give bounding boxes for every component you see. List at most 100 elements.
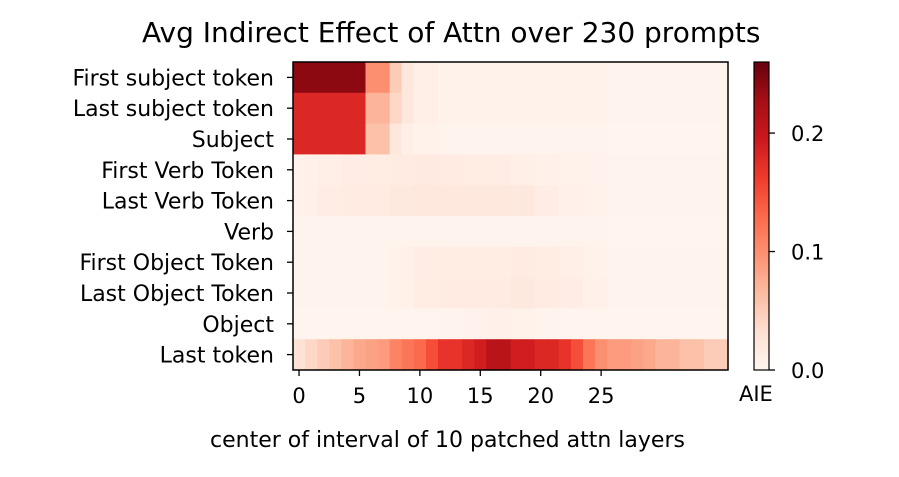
heatmap-cell	[305, 277, 318, 309]
heatmap-cell	[510, 277, 524, 309]
heatmap-cell	[329, 92, 342, 125]
heatmap-cell	[498, 185, 512, 217]
heatmap-cell	[462, 246, 475, 279]
heatmap-cell	[353, 308, 367, 340]
heatmap-cell	[389, 277, 403, 309]
heatmap-cell	[667, 277, 681, 309]
heatmap-cell	[486, 339, 500, 371]
heatmap-cell	[498, 277, 512, 309]
heatmap-cell	[703, 246, 717, 279]
heatmap-cell	[655, 62, 669, 94]
heatmap-cell	[534, 277, 548, 309]
x-axis-label: center of interval of 10 patched attn la…	[210, 428, 685, 453]
heatmap-cell	[317, 154, 330, 186]
heatmap-cell	[679, 216, 693, 248]
heatmap-cell	[377, 339, 391, 371]
heatmap-cell	[679, 339, 693, 371]
heatmap-cell	[534, 92, 548, 125]
y-tick-label: Last Object Token	[80, 282, 274, 307]
heatmap-cell	[474, 308, 487, 340]
heatmap-cell	[619, 277, 632, 309]
heatmap-cell	[655, 216, 669, 248]
heatmap-cell	[474, 123, 487, 155]
heatmap-cell	[631, 216, 645, 248]
heatmap-cell	[534, 154, 548, 186]
heatmap-cell	[365, 92, 379, 125]
heatmap-cell	[679, 246, 693, 279]
heatmap-cell	[607, 308, 620, 340]
heatmap-cell	[583, 92, 596, 125]
heatmap-cell	[631, 246, 645, 279]
heatmap-cell	[438, 246, 451, 279]
heatmap-cell	[522, 308, 536, 340]
heatmap-cell	[607, 216, 620, 248]
heatmap-cell	[486, 277, 500, 309]
heatmap-cell	[462, 154, 475, 186]
heatmap-cell	[583, 154, 596, 186]
heatmap-cell	[425, 339, 439, 371]
heatmap-cell	[353, 216, 367, 248]
heatmap-cell	[341, 185, 355, 217]
heatmap-cell	[534, 308, 548, 340]
heatmap-cell	[377, 277, 391, 309]
heatmap-cell	[305, 62, 318, 94]
heatmap-cell	[317, 62, 330, 94]
x-tick-label: 15	[467, 384, 494, 408]
heatmap-cell	[329, 277, 342, 309]
heatmap-cell	[425, 92, 439, 125]
heatmap-cell	[546, 123, 560, 155]
heatmap-cell	[691, 92, 705, 125]
heatmap-cell	[474, 246, 487, 279]
heatmap-cell	[353, 339, 367, 371]
x-tick-label: 0	[292, 384, 305, 408]
heatmap-cell	[401, 339, 415, 371]
heatmap-cell	[413, 308, 427, 340]
x-tick-label: 5	[353, 384, 366, 408]
heatmap-cell	[655, 308, 669, 340]
heatmap-cell	[474, 277, 487, 309]
heatmap-cell	[377, 216, 391, 248]
heatmap-cell	[595, 339, 608, 371]
heatmap-cell	[595, 246, 608, 279]
y-tick-label: Subject	[192, 128, 275, 153]
heatmap-cell	[389, 62, 403, 94]
heatmap-cell	[667, 216, 681, 248]
colorbar-tick-label: 0.1	[791, 241, 824, 265]
heatmap-cell	[715, 123, 729, 155]
y-tick-label: First subject token	[72, 66, 274, 91]
heatmap-cell	[607, 92, 620, 125]
heatmap-cell	[341, 246, 355, 279]
heatmap-cell	[655, 277, 669, 309]
heatmap-cell	[305, 308, 318, 340]
heatmap-cell	[691, 246, 705, 279]
heatmap-cell	[619, 185, 632, 217]
heatmap-cell	[293, 62, 306, 94]
colorbar-tick-label: 0.2	[791, 122, 824, 146]
heatmap-cell	[353, 154, 367, 186]
heatmap-cell	[425, 277, 439, 309]
heatmap-cell	[570, 154, 584, 186]
heatmap-cell	[655, 92, 669, 125]
heatmap-cell	[317, 277, 330, 309]
heatmap-cell	[715, 62, 729, 94]
heatmap-cell	[486, 123, 500, 155]
heatmap-cell	[293, 277, 306, 309]
heatmap-cell	[570, 216, 584, 248]
heatmap-cell	[570, 62, 584, 94]
heatmap-cell	[498, 123, 512, 155]
heatmap-cell	[655, 185, 669, 217]
heatmap-cell	[510, 154, 524, 186]
heatmap-cell	[607, 246, 620, 279]
heatmap-cell	[667, 62, 681, 94]
heatmap-cell	[317, 339, 330, 371]
heatmap-cell	[462, 216, 475, 248]
heatmap-cell	[438, 308, 451, 340]
heatmap-cell	[558, 216, 572, 248]
heatmap-cell	[413, 277, 427, 309]
heatmap-cell	[691, 185, 705, 217]
heatmap-cell	[389, 92, 403, 125]
heatmap-cell	[365, 185, 379, 217]
heatmap-cell	[667, 185, 681, 217]
heatmap-cell	[401, 62, 415, 94]
heatmap-cell	[607, 62, 620, 94]
